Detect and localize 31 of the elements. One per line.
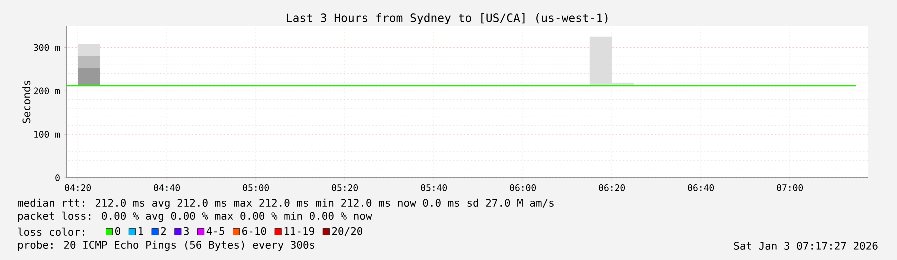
- text: probe: 20 ICMP Echo Pings (56 Bytes) every 300s: [18, 240, 315, 252]
- legend-label: 2: [161, 227, 166, 236]
- x-tick-label: 07:00: [777, 184, 804, 192]
- x-tick-label: 04:20: [65, 184, 92, 192]
- legend-label: 0: [116, 227, 120, 236]
- legend-label: 11-19: [284, 227, 314, 236]
- y-tick-label: 0: [56, 174, 60, 182]
- legend-label: 4-5: [206, 227, 224, 236]
- x-tick-label: 05:00: [243, 184, 270, 192]
- x-tick-label: 05:20: [332, 184, 358, 192]
- bar: [78, 68, 100, 86]
- legend-label: 3: [184, 227, 189, 236]
- bar: [78, 56, 100, 68]
- y-tick-label: 100 m: [34, 131, 60, 138]
- x-tick-label: 06:00: [510, 184, 536, 192]
- x-tick-label: 06:40: [688, 184, 714, 192]
- legend-label: 1: [138, 227, 144, 236]
- legend-label: 6-10: [242, 227, 266, 236]
- y-axis-title: Seconds: [22, 81, 31, 124]
- bar: [78, 44, 100, 56]
- x-tick-label: 04:40: [154, 184, 180, 192]
- chart-title: Last 3 Hours from Sydney to [US/CA] (us-west-1): [287, 13, 608, 25]
- text: median rtt: 212.0 ms avg 212.0 ms max 212.0 ms min 212.0 ms now 0.0 ms sd 27.0 M am/s: [18, 198, 554, 210]
- y-tick-label: 200 m: [34, 88, 60, 95]
- y-tick-label: 300 m: [34, 44, 60, 52]
- legend-label: 20/20: [332, 227, 362, 236]
- x-tick-label: 05:40: [421, 184, 448, 192]
- text: packet loss: 0.00 % avg 0.00 % max 0.00 % min 0.00 % now: [18, 212, 372, 222]
- x-tick-label: 06:20: [599, 184, 626, 192]
- legend-title: loss color:: [18, 228, 84, 236]
- text: Sat Jan 3 07:17:27 2026: [734, 242, 878, 250]
